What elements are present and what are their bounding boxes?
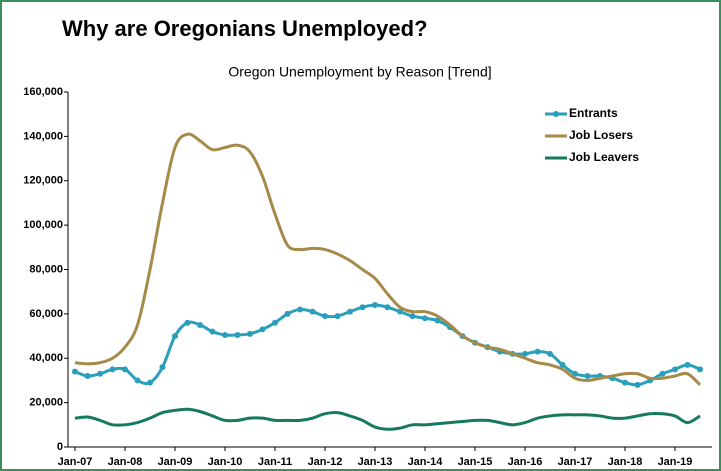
point [247, 330, 253, 337]
legend-label: Entrants [569, 106, 618, 120]
y-tick-label: 100,000 [23, 219, 63, 231]
x-tick-label: Jan-19 [658, 456, 693, 468]
point [334, 313, 341, 320]
y-tick-label: 60,000 [29, 308, 63, 320]
x-tick-label: Jan-11 [258, 456, 292, 468]
y-tick-label: 120,000 [23, 175, 63, 187]
point [559, 361, 566, 368]
point [347, 308, 353, 315]
x-tick-label: Jan-18 [608, 456, 643, 468]
point [522, 350, 528, 357]
point [222, 331, 228, 338]
series-line [74, 407, 701, 431]
point [634, 381, 641, 388]
y-tick-label: 160,000 [23, 86, 63, 98]
point [297, 306, 303, 313]
point [72, 368, 78, 375]
point [97, 370, 103, 377]
y-tick-label: 40,000 [29, 352, 63, 364]
point [109, 366, 116, 373]
x-tick-label: Jan-12 [308, 456, 343, 468]
point [209, 328, 216, 335]
point [172, 333, 178, 340]
point [234, 331, 241, 338]
point [547, 350, 553, 357]
point [672, 366, 678, 373]
x-tick-label: Jan-10 [208, 456, 243, 468]
y-tick-label: 80,000 [29, 263, 63, 275]
point [684, 361, 691, 368]
point [184, 319, 191, 326]
point [422, 315, 428, 322]
point [622, 379, 628, 386]
point [197, 321, 203, 328]
x-tick-label: Jan-07 [58, 456, 93, 468]
point [572, 370, 578, 377]
point [359, 304, 366, 311]
x-tick-label: Jan-09 [158, 456, 193, 468]
point [322, 313, 328, 320]
point [659, 370, 666, 377]
point [134, 377, 141, 384]
x-tick-label: Jan-13 [358, 456, 393, 468]
point [259, 326, 266, 333]
x-tick-label: Jan-16 [508, 456, 543, 468]
point [372, 302, 378, 308]
point [84, 373, 91, 379]
point [584, 373, 591, 379]
point [122, 366, 128, 373]
y-tick-label: 0 [57, 441, 63, 453]
point [534, 348, 541, 355]
heading: Why are Oregonians Unemployed? [62, 16, 428, 41]
legend-marker [553, 111, 559, 117]
point [384, 304, 391, 311]
point [434, 317, 441, 324]
point [159, 364, 166, 371]
point [284, 310, 291, 317]
y-tick-label: 140,000 [23, 130, 63, 142]
point [147, 379, 153, 386]
legend-label: Job Losers [569, 128, 633, 142]
x-tick-label: Jan-14 [408, 456, 444, 468]
legend-label: Job Leavers [569, 150, 639, 164]
x-tick-label: Jan-08 [108, 456, 143, 468]
point [409, 313, 416, 320]
y-tick-label: 20,000 [29, 397, 63, 409]
series-line [74, 132, 702, 386]
point [397, 308, 403, 315]
point [272, 319, 278, 326]
point [309, 308, 316, 315]
point [697, 366, 703, 373]
x-tick-label: Jan-15 [458, 456, 493, 468]
x-tick-label: Jan-17 [558, 456, 593, 468]
chart-title: Oregon Unemployment by Reason [Trend] [228, 64, 491, 80]
